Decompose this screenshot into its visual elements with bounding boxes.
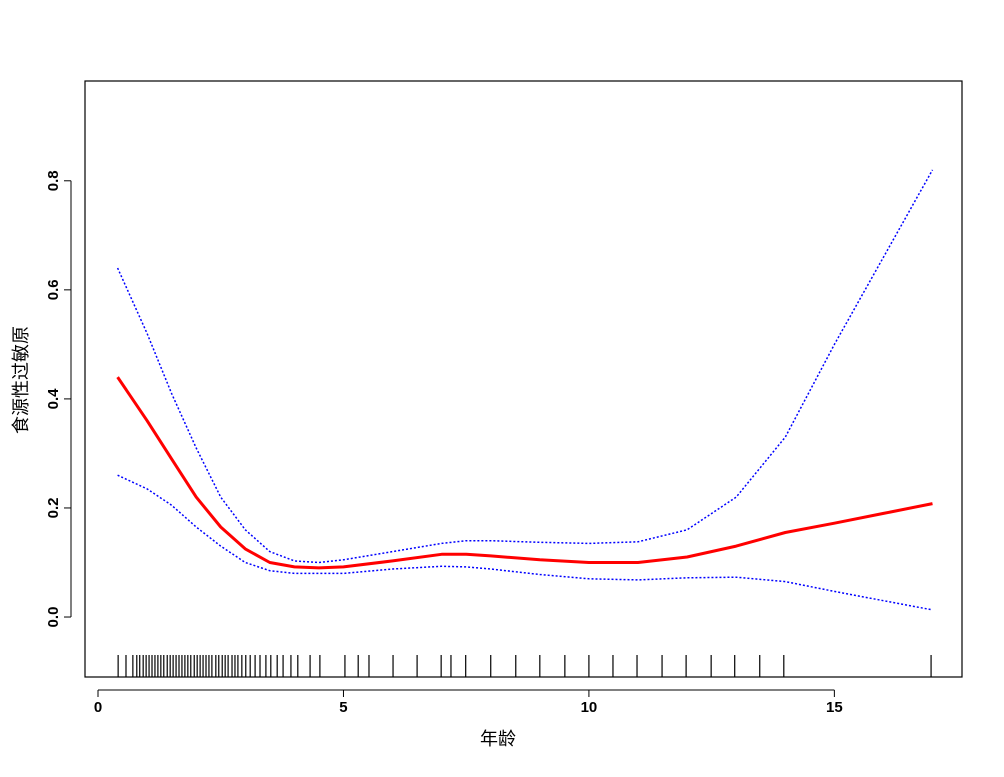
y-tick-label: 0.6 <box>45 279 62 300</box>
x-tick-label: 5 <box>339 699 347 716</box>
y-tick-label: 0.8 <box>45 170 62 191</box>
y-tick-label: 0.0 <box>45 607 62 628</box>
confidence-line <box>116 169 934 564</box>
confidence-line <box>117 474 933 611</box>
x-axis-label: 年龄 <box>480 729 516 750</box>
x-tick-label: 10 <box>581 699 598 716</box>
x-tick-label: 15 <box>826 699 843 716</box>
y-tick-label: 0.2 <box>45 498 62 519</box>
x-tick-label: 0 <box>94 699 102 716</box>
y-tick-label: 0.4 <box>45 388 62 410</box>
y-axis-label: 食源性过敏原 <box>11 326 32 434</box>
fit-line <box>116 376 933 570</box>
plot-frame <box>84 80 963 678</box>
